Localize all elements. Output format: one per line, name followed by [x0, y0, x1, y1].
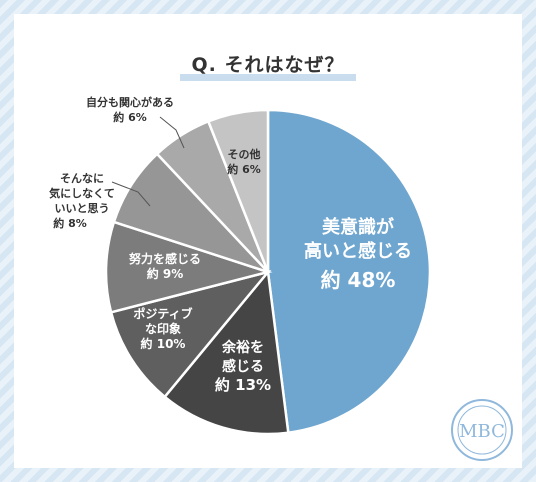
title-underline	[180, 74, 356, 81]
slice-value-6: 約 6%	[113, 110, 147, 124]
slice-value-2: 約 13%	[215, 376, 271, 394]
pie-slice-7	[206, 108, 270, 273]
logo-outer-ring	[451, 399, 513, 461]
slice-value-7: 約 6%	[227, 162, 261, 176]
slice-label-5: 気にしなくて	[49, 186, 115, 200]
chart-title: Q. それはなぜ？	[191, 54, 345, 76]
title-wrap: Q. それはなぜ？	[14, 50, 522, 77]
pie-slice-1	[266, 108, 432, 435]
slice-label-2: 感じる	[222, 358, 264, 375]
logo-text: MBC	[459, 421, 505, 442]
slice-label-7: その他	[228, 147, 261, 161]
slice-label-5: そんなに	[60, 172, 104, 185]
slice-label-6: 自分も関心がある	[86, 95, 174, 109]
leader-line-5	[111, 181, 151, 207]
slice-label-1: 高いと感じる	[304, 240, 412, 262]
slice-value-5: 約 8%	[53, 216, 87, 230]
slice-value-3: 約 10%	[141, 336, 186, 351]
slice-label-5: いいと思う	[55, 202, 110, 215]
leader-line-6	[159, 116, 185, 149]
slice-label-3: な印象	[145, 321, 181, 336]
slice-label-2: 余裕を	[221, 339, 264, 356]
slice-value-1: 約 48%	[321, 268, 396, 292]
slice-label-1: 美意識が	[322, 216, 394, 238]
slice-value-4: 約 9%	[147, 266, 184, 281]
slice-label-4: 努力を感じる	[129, 251, 201, 266]
pie-slice-4	[104, 220, 273, 314]
pie-slice-2	[162, 268, 290, 436]
logo-inner-ring	[457, 405, 507, 455]
slice-label-3: ポジティブ	[133, 306, 192, 321]
mbc-logo: MBC	[451, 399, 513, 461]
